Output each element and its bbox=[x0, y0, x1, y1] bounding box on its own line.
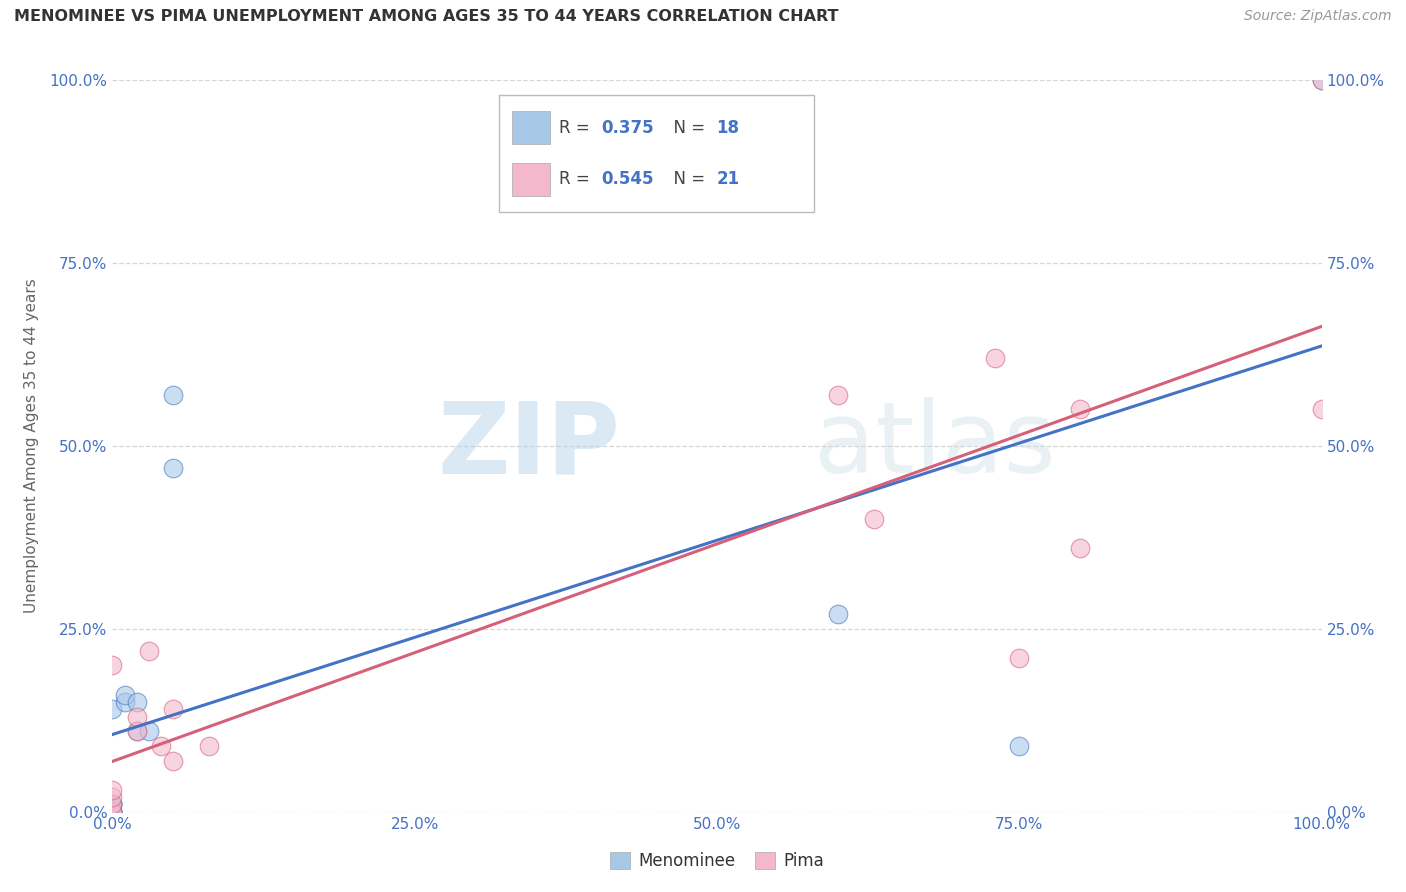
Text: 18: 18 bbox=[717, 119, 740, 136]
Point bbox=[1008, 739, 1031, 753]
Point bbox=[125, 724, 148, 739]
Point bbox=[101, 797, 124, 812]
Point bbox=[101, 805, 124, 819]
Point bbox=[101, 805, 124, 819]
Text: N =: N = bbox=[664, 119, 710, 136]
Point bbox=[138, 644, 160, 658]
Point bbox=[114, 695, 136, 709]
Text: 0.545: 0.545 bbox=[602, 170, 654, 188]
Point bbox=[162, 702, 184, 716]
Point bbox=[1310, 73, 1333, 87]
Text: atlas: atlas bbox=[814, 398, 1056, 494]
Point bbox=[162, 388, 184, 402]
Point bbox=[101, 805, 124, 819]
Text: R =: R = bbox=[560, 170, 595, 188]
Point bbox=[863, 512, 886, 526]
Text: Source: ZipAtlas.com: Source: ZipAtlas.com bbox=[1244, 9, 1392, 23]
Point bbox=[162, 754, 184, 768]
Point bbox=[101, 797, 124, 812]
Point bbox=[1008, 651, 1031, 665]
Text: 0.375: 0.375 bbox=[602, 119, 654, 136]
Point bbox=[162, 461, 184, 475]
Point bbox=[1069, 402, 1091, 417]
Point bbox=[198, 739, 221, 753]
Point bbox=[827, 388, 849, 402]
Point bbox=[101, 805, 124, 819]
Point bbox=[101, 702, 124, 716]
Point bbox=[101, 805, 124, 819]
Point bbox=[1069, 541, 1091, 556]
Point bbox=[138, 724, 160, 739]
Text: ZIP: ZIP bbox=[437, 398, 620, 494]
Text: N =: N = bbox=[664, 170, 710, 188]
Legend: Menominee, Pima: Menominee, Pima bbox=[603, 845, 831, 877]
Point bbox=[125, 724, 148, 739]
Point bbox=[101, 790, 124, 805]
Point bbox=[1310, 402, 1333, 417]
Text: MENOMINEE VS PIMA UNEMPLOYMENT AMONG AGES 35 TO 44 YEARS CORRELATION CHART: MENOMINEE VS PIMA UNEMPLOYMENT AMONG AGE… bbox=[14, 9, 838, 24]
Point bbox=[125, 709, 148, 723]
Point bbox=[149, 739, 172, 753]
Point bbox=[984, 351, 1007, 366]
Point bbox=[101, 797, 124, 812]
Point bbox=[101, 797, 124, 812]
Text: R =: R = bbox=[560, 119, 595, 136]
Point bbox=[1310, 73, 1333, 87]
Point bbox=[125, 695, 148, 709]
Point bbox=[101, 658, 124, 673]
Y-axis label: Unemployment Among Ages 35 to 44 years: Unemployment Among Ages 35 to 44 years bbox=[24, 278, 38, 614]
Point bbox=[114, 688, 136, 702]
Text: 21: 21 bbox=[717, 170, 740, 188]
Point bbox=[101, 805, 124, 819]
Point bbox=[101, 782, 124, 797]
Point bbox=[827, 607, 849, 622]
